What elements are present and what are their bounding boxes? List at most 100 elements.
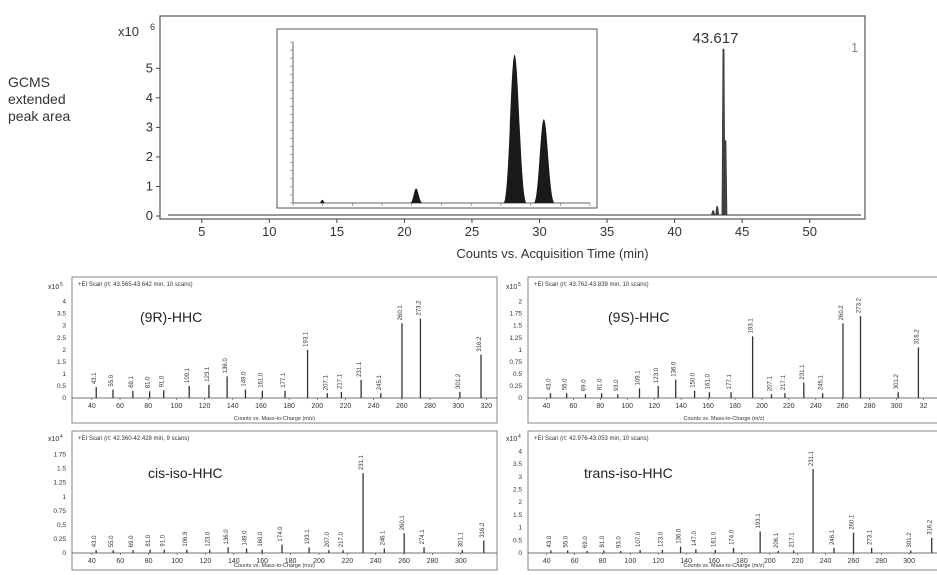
- peak-label: 123.0: [654, 367, 660, 383]
- y-tick-label: 0.5: [57, 383, 66, 390]
- x-tick-label: 260: [396, 403, 408, 410]
- x-tick-label: 40: [543, 403, 551, 410]
- y-tick-label: 0.5: [513, 371, 522, 378]
- y-tick-label: 2.5: [57, 335, 66, 342]
- peak-label: 231.1: [800, 364, 806, 380]
- x-tick-label: 220: [783, 403, 795, 410]
- x-tick-label: 140: [680, 558, 692, 565]
- peak-label: 123.1: [205, 366, 211, 382]
- x-tick-label: 280: [875, 558, 887, 565]
- y-tick-label: 5: [146, 60, 153, 75]
- x-tick-label: 220: [341, 558, 353, 565]
- y-tick-label: 0.25: [53, 536, 66, 543]
- peak-label: 260.1: [400, 515, 406, 531]
- peak-label: 81.0: [598, 378, 604, 390]
- y-multiplier: x10: [48, 284, 59, 291]
- peak-label: 109.1: [185, 367, 191, 383]
- x-tick-label: 80: [599, 558, 607, 565]
- y-tick-label: 2: [62, 347, 66, 354]
- x-tick-label: 320: [481, 403, 493, 410]
- peak-label: 136.0: [224, 529, 230, 545]
- y-tick-label: 3.5: [57, 311, 66, 318]
- x-tick-label: 200: [764, 558, 776, 565]
- peak-label: 136.0: [677, 528, 683, 544]
- x-tick-label: 300: [455, 558, 467, 565]
- x-tick-label: 40: [88, 403, 96, 410]
- y-tick-label: 0: [518, 395, 522, 402]
- peak-label: 109.1: [635, 370, 641, 386]
- x-tick-label: 200: [311, 403, 323, 410]
- y-multiplier: x10: [48, 436, 59, 443]
- peak-label: 150.0: [691, 372, 697, 388]
- corner-label: 1: [851, 40, 858, 55]
- y-tick-label: 3: [146, 119, 153, 134]
- spectrum-ms_trans: +EI Scan (rt: 42.976-43.053 min, 10 scan…: [506, 430, 937, 571]
- peak-label: 273.1: [868, 529, 874, 545]
- peak-label: 260.1: [398, 305, 404, 321]
- x-tick-label: 40: [667, 224, 681, 239]
- x-tick-label: 140: [228, 558, 240, 565]
- peak-label: 69.0: [581, 379, 587, 391]
- x-axis-label: Counts vs. Mass-to-Charge (m/z): [234, 563, 315, 569]
- peak-label: 246.1: [380, 530, 386, 546]
- y-tick-label: 2: [518, 299, 522, 306]
- peak-label: 273.2: [416, 300, 422, 316]
- y-tick-label: 4: [62, 299, 66, 306]
- peak-label: 149.0: [243, 530, 249, 546]
- compound-name: trans-iso-HHC: [584, 465, 673, 481]
- x-tick-label: 180: [285, 558, 297, 565]
- x-tick-label: 160: [255, 403, 267, 410]
- peak-label: 55.0: [109, 535, 115, 547]
- y-tick-label: 3.5: [513, 461, 522, 468]
- x-tick-label: 40: [88, 558, 96, 565]
- x-tick-label: 220: [340, 403, 352, 410]
- y-tick-label: 1.75: [509, 311, 522, 318]
- peak-label: 231.1: [359, 454, 365, 470]
- y-tick-label: 1: [62, 371, 66, 378]
- x-tick-label: 45: [735, 224, 749, 239]
- x-tick-label: 100: [621, 403, 633, 410]
- peak-label: 43.1: [92, 372, 98, 384]
- x-tick-label: 140: [675, 403, 687, 410]
- peak-label: 55.0: [563, 378, 569, 390]
- y-tick-label: 0.75: [53, 508, 66, 515]
- x-tick-label: 240: [370, 558, 382, 565]
- peak-label: 193.1: [304, 331, 310, 347]
- x-tick-label: 120: [652, 558, 664, 565]
- peak-label: 81.0: [600, 535, 606, 547]
- x-tick-label: 100: [171, 558, 183, 565]
- y-tick-label: 1.5: [513, 323, 522, 330]
- x-tick-label: 15: [330, 224, 344, 239]
- spectrum-frame: [71, 430, 498, 571]
- y-tick-label: 0.5: [57, 522, 66, 529]
- y-exponent: 4: [60, 434, 63, 440]
- y-tick-label: 4: [146, 90, 153, 105]
- spectrum-ms_cis: +EI Scan (rt: 42.360-42.428 min, 9 scans…: [48, 430, 498, 571]
- x-tick-label: 80: [144, 403, 152, 410]
- peak-label: 81.0: [146, 534, 152, 546]
- peak-label: 207.0: [325, 532, 331, 548]
- x-tick-label: 180: [283, 403, 295, 410]
- peak-label: 217.1: [781, 375, 787, 391]
- y-exponent: 5: [60, 282, 63, 288]
- peak-label: 301.2: [907, 532, 913, 548]
- x-tick-label: 240: [820, 558, 832, 565]
- x-tick-label: 240: [368, 403, 380, 410]
- scan-header: +EI Scan (rt: 43.762-43.839 min, 10 scan…: [534, 282, 649, 288]
- peak-label: 174.0: [730, 529, 736, 545]
- x-tick-label: 180: [736, 558, 748, 565]
- x-tick-label: 160: [702, 403, 714, 410]
- x-tick-label: 100: [625, 558, 637, 565]
- peak-label: 316.2: [928, 519, 934, 535]
- x-tick-label: 40: [543, 558, 551, 565]
- x-tick-label: 100: [171, 403, 183, 410]
- x-axis-label: Counts vs. Mass-to-Charge (m/z): [684, 563, 765, 569]
- peak-label: 217.1: [790, 532, 796, 548]
- x-tick-label: 25: [465, 224, 479, 239]
- spectrum-frame: [527, 430, 937, 571]
- x-axis-label: Counts vs. Mass-to-Charge (m/z): [684, 416, 765, 422]
- inset-peak: [533, 119, 555, 203]
- peak-label: 193.1: [749, 318, 755, 334]
- x-tick-label: 120: [200, 558, 212, 565]
